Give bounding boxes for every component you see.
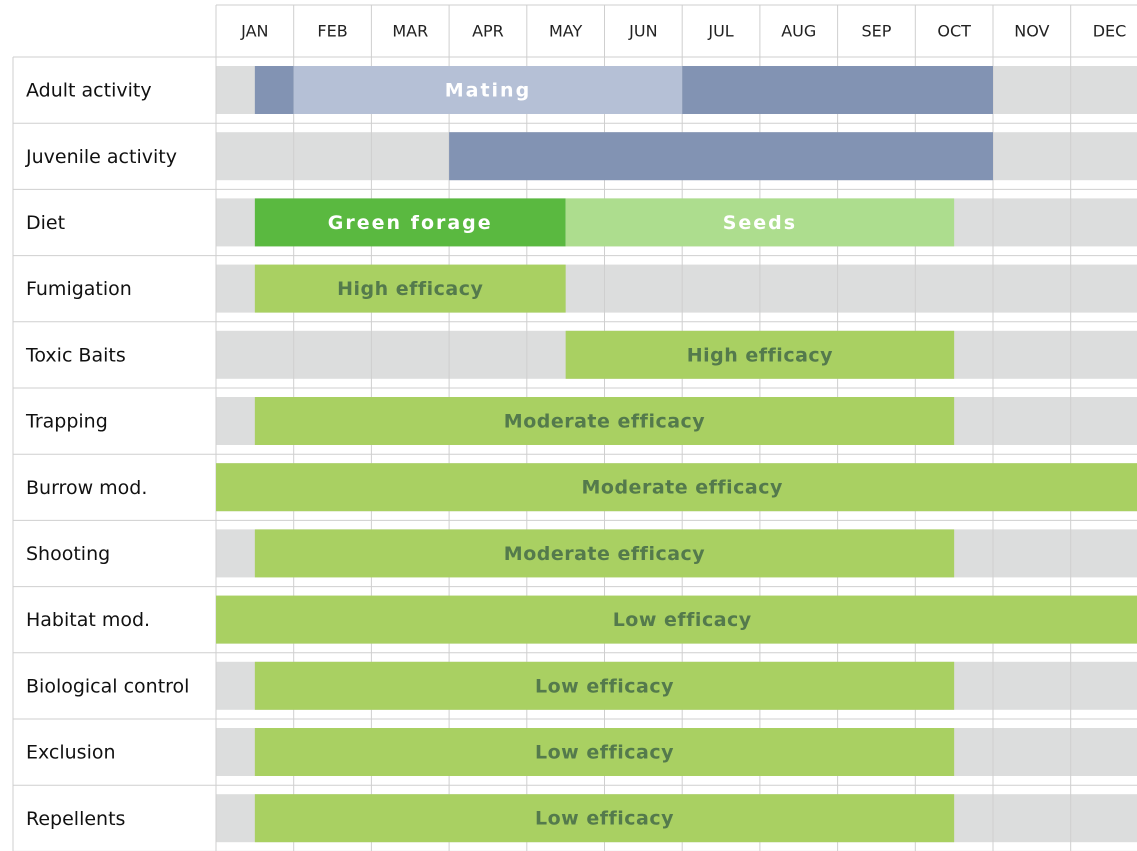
segment-bar bbox=[254, 728, 955, 776]
segment-bar bbox=[254, 661, 955, 710]
month-label: FEB bbox=[317, 22, 347, 41]
row-label: Repellents bbox=[26, 808, 125, 830]
month-label: NOV bbox=[1014, 22, 1049, 41]
segment-label: Seeds bbox=[723, 212, 797, 234]
segment-bar bbox=[254, 794, 955, 843]
row-label: Exclusion bbox=[26, 742, 116, 764]
segment-label: Low efficacy bbox=[535, 808, 674, 830]
row-label: Toxic Baits bbox=[25, 344, 126, 366]
segment-label: Green forage bbox=[328, 212, 493, 234]
row-label: Biological control bbox=[26, 675, 189, 697]
segment-label: High efficacy bbox=[687, 344, 833, 366]
month-label: JUN bbox=[628, 22, 657, 41]
month-label: DEC bbox=[1093, 22, 1127, 41]
segment-bar bbox=[565, 198, 955, 247]
month-label: MAY bbox=[549, 22, 583, 41]
month-label: JAN bbox=[240, 22, 268, 41]
month-label: MAR bbox=[392, 22, 428, 41]
segment-bar bbox=[254, 397, 955, 445]
segment-label: Moderate efficacy bbox=[582, 477, 784, 499]
segment-label: Low efficacy bbox=[535, 675, 674, 697]
segment-bar bbox=[254, 529, 955, 578]
segment-bar bbox=[216, 463, 1137, 512]
segment-bar bbox=[254, 66, 294, 114]
row-label: Trapping bbox=[25, 411, 108, 433]
month-label: JUL bbox=[707, 22, 733, 41]
month-label: OCT bbox=[937, 22, 971, 41]
row-label: Burrow mod. bbox=[26, 477, 147, 499]
segment-label: High efficacy bbox=[337, 278, 483, 300]
month-label: SEP bbox=[861, 22, 891, 41]
row-label: Adult activity bbox=[26, 80, 152, 102]
segment-bar bbox=[565, 330, 955, 379]
segment-label: Moderate efficacy bbox=[504, 411, 706, 433]
segment-bar bbox=[216, 595, 1137, 644]
row-label: Shooting bbox=[26, 543, 110, 565]
month-label: APR bbox=[472, 22, 504, 41]
segment-bar bbox=[449, 132, 994, 181]
segment-label: Mating bbox=[445, 80, 531, 102]
segment-bar bbox=[254, 264, 566, 313]
segment-bar bbox=[254, 198, 566, 247]
row-label: Fumigation bbox=[26, 278, 132, 300]
row-label: Diet bbox=[26, 212, 65, 234]
segment-label: Low efficacy bbox=[535, 742, 674, 764]
row-label: Habitat mod. bbox=[26, 609, 150, 631]
segment-bar bbox=[682, 66, 993, 114]
segment-label: Low efficacy bbox=[613, 609, 752, 631]
row-label: Juvenile activity bbox=[25, 146, 177, 168]
segment-label: Moderate efficacy bbox=[504, 543, 706, 565]
month-label: AUG bbox=[781, 22, 816, 41]
segment-bar bbox=[293, 66, 683, 114]
